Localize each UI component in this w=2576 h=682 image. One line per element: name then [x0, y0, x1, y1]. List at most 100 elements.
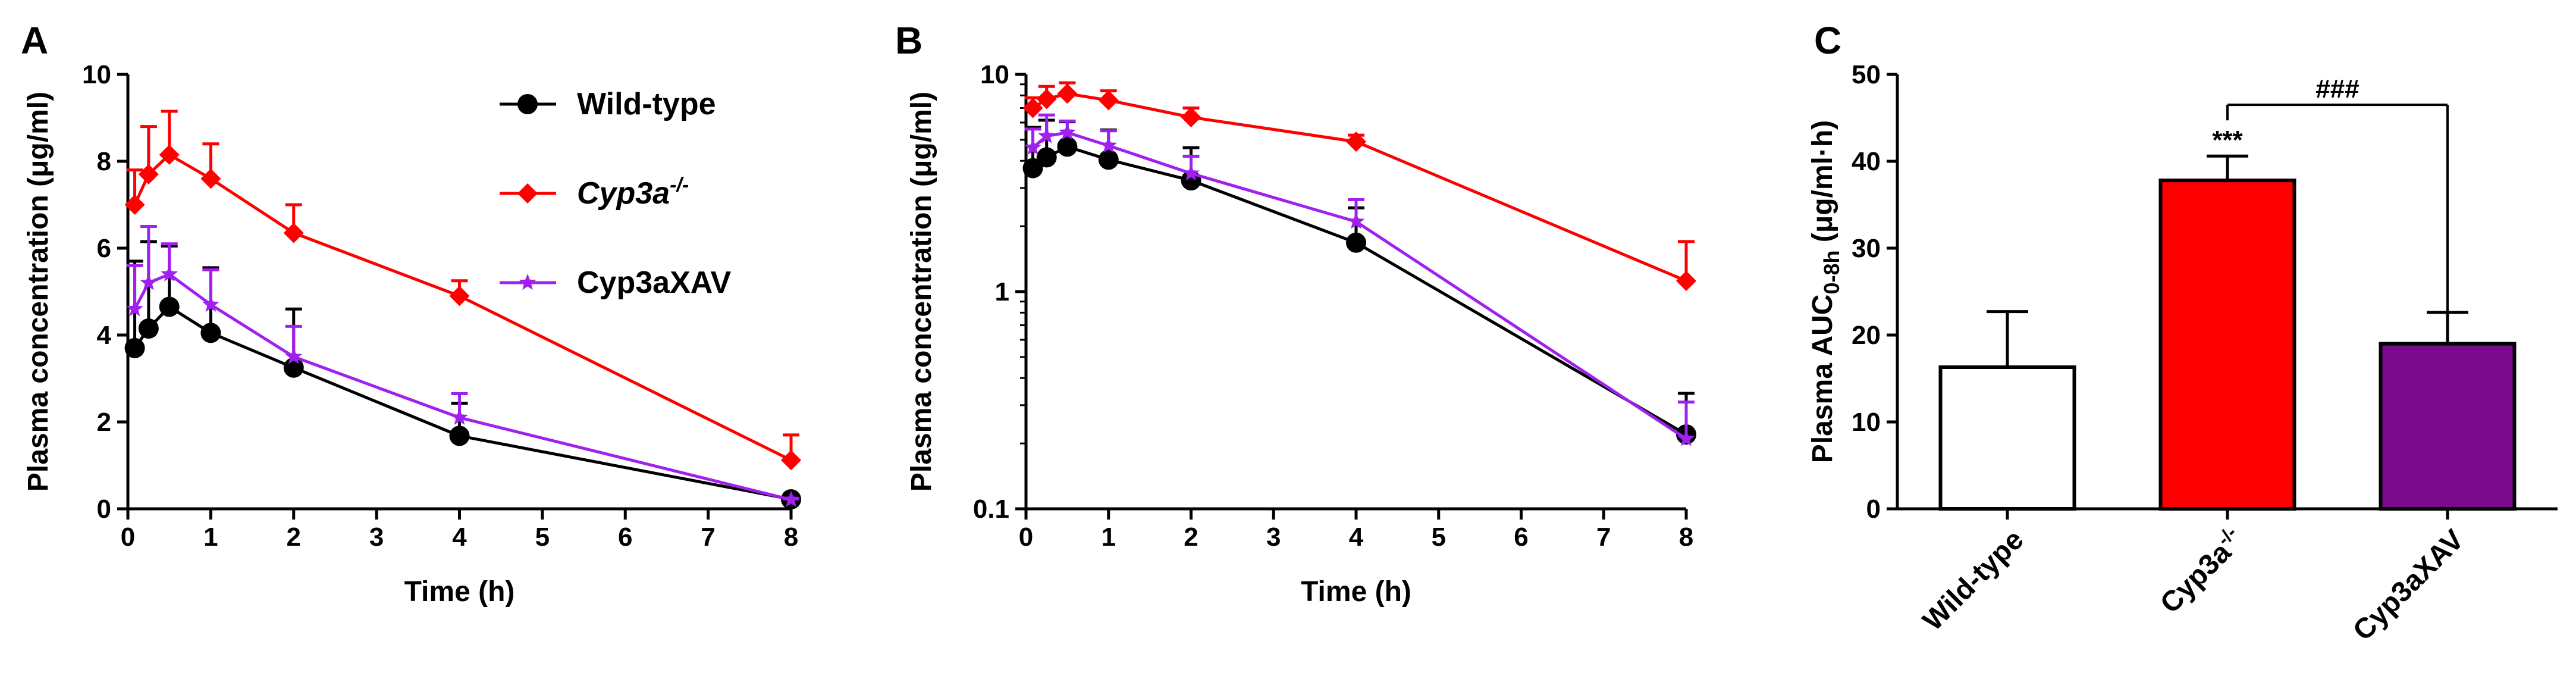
data-point: [1024, 139, 1041, 155]
data-point: [1038, 127, 1055, 143]
bar: [2379, 342, 2517, 511]
x-tick-label: Cyp3aXAV: [2347, 524, 2470, 647]
x-tick-label: 7: [1596, 523, 1611, 552]
y-tick-label: 2: [97, 408, 111, 437]
data-point: [1098, 90, 1119, 111]
y-tick-label: 0: [97, 495, 111, 524]
x-tick-label: 3: [1266, 523, 1281, 552]
y-tick-label: 10: [980, 60, 1009, 89]
legend-label: Cyp3aXAV: [577, 265, 731, 300]
x-tick-label: Wild-type: [1917, 524, 2030, 637]
category-name: Cyp3aXAV: [2347, 524, 2470, 647]
x-tick-label: 5: [535, 523, 550, 552]
series-cyp3a-: [124, 110, 801, 471]
bar: [1938, 365, 2076, 511]
y-tick-label: 0.1: [973, 495, 1009, 524]
y-tick-label: 40: [1852, 147, 1881, 176]
data-point: [140, 274, 158, 290]
y-axis-title: Plasma concentration (μg/ml): [23, 92, 54, 492]
category-name: Wild-type: [1917, 524, 2030, 637]
bar-group: Cyp3aXAV: [2347, 311, 2517, 647]
data-point: [124, 195, 145, 215]
series-cyp3axav: [1024, 113, 1695, 446]
x-tick-label: 1: [1102, 523, 1116, 552]
data-point: [1100, 136, 1117, 153]
y-tick-label: 6: [97, 234, 111, 263]
x-tick-label: 7: [701, 523, 715, 552]
y-tick-label: 30: [1852, 234, 1881, 263]
x-tick-label: 0: [121, 523, 135, 552]
x-axis-title: Time (h): [404, 576, 515, 608]
legend-marker: [519, 274, 536, 290]
significance-label: ***: [2212, 126, 2243, 155]
x-tick-label: 0: [1019, 523, 1033, 552]
x-axis-title: Time (h): [1301, 576, 1411, 608]
data-point: [283, 357, 304, 378]
x-tick-label: 2: [1184, 523, 1198, 552]
legend-label-text: Wild-type: [577, 87, 716, 121]
y-axis-title: Plasma AUC0-8h (μg/ml·h): [1807, 120, 1844, 463]
data-point: [1036, 147, 1057, 168]
series-line: [133, 272, 792, 502]
series-cyp3a-: [1022, 81, 1696, 292]
data-point: [1346, 132, 1366, 152]
data-point: [449, 426, 470, 446]
series-line: [1031, 131, 1687, 440]
data-point: [781, 450, 801, 471]
data-point: [1181, 107, 1201, 127]
data-point: [451, 408, 468, 425]
y-tick-label: 10: [1852, 408, 1881, 437]
x-tick-label: 4: [452, 523, 467, 552]
data-point: [138, 164, 159, 184]
y-axis-title-unit: (μg/ml·h): [1807, 120, 1838, 251]
data-point: [1057, 136, 1078, 157]
legend-marker: [517, 94, 538, 114]
data-point: [1036, 89, 1057, 110]
x-tick-label: Cyp3a-/-: [2153, 522, 2250, 620]
y-axis-title-subscript: 0-8h: [1819, 250, 1844, 294]
legend-label-text: Cyp3aXAV: [577, 265, 731, 300]
category-name: Cyp3a: [2154, 536, 2238, 620]
data-point: [1059, 123, 1076, 140]
data-point: [1677, 430, 1695, 446]
data-point: [202, 295, 219, 312]
y-tick-label: 0: [1866, 495, 1881, 524]
series-cyp3axav: [126, 225, 800, 507]
x-tick-label: 5: [1432, 523, 1446, 552]
legend-item: Cyp3aXAV: [500, 265, 731, 300]
y-axis-title-main: Plasma AUC: [1807, 295, 1838, 464]
y-axis-title: Plasma concentration (μg/ml): [906, 92, 937, 492]
x-tick-label: 1: [203, 523, 218, 552]
data-point: [1057, 83, 1078, 104]
data-point: [200, 168, 221, 189]
panel-b: B 0.1 1 10 0 1 2 3 4 5 6 7 8 Time (h) Plasma concentra…: [895, 19, 1696, 608]
panel-letter: A: [21, 19, 48, 62]
legend: Wild-type Cyp3a-/- Cyp3aXAV: [500, 87, 731, 300]
data-point: [200, 323, 221, 343]
panel-letter: C: [1814, 19, 1841, 62]
data-point: [449, 286, 470, 306]
legend-label: Wild-type: [577, 87, 716, 121]
data-point: [1346, 232, 1366, 253]
data-point: [124, 337, 145, 358]
x-tick-label: 6: [1514, 523, 1528, 552]
data-point: [138, 318, 159, 339]
series-line: [1031, 145, 1687, 436]
y-tick-label: 50: [1852, 60, 1881, 89]
x-tick-label: 4: [1349, 523, 1364, 552]
data-point: [285, 348, 302, 364]
y-tick-label: 8: [97, 147, 111, 176]
legend-item: Cyp3a-/-: [500, 174, 689, 211]
data-point: [1022, 98, 1043, 118]
y-tick-label: 1: [995, 277, 1009, 306]
series-line: [1032, 92, 1687, 283]
data-point: [126, 300, 143, 317]
bar: [2158, 179, 2296, 511]
data-point: [159, 296, 180, 317]
data-point: [1347, 212, 1365, 229]
data-point: [782, 490, 800, 507]
legend-label: Cyp3a-/-: [577, 174, 689, 211]
legend-item: Wild-type: [500, 87, 716, 121]
y-tick-label: 4: [97, 321, 112, 350]
